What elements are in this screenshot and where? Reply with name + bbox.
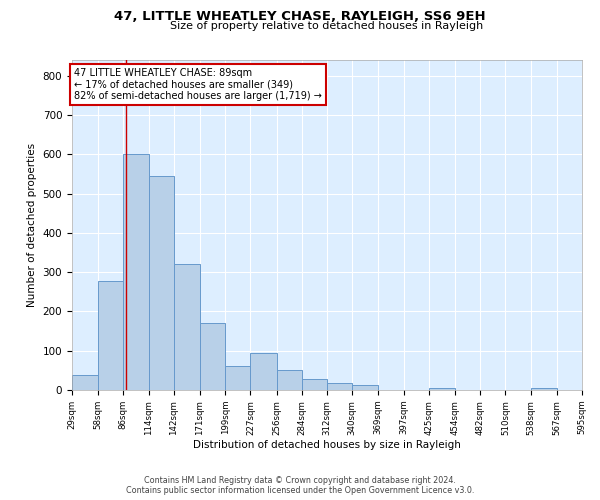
Bar bbox=[124, 154, 149, 390]
Text: Contains HM Land Registry data © Crown copyright and database right 2024.
Contai: Contains HM Land Registry data © Crown c… bbox=[126, 476, 474, 495]
Text: 47, LITTLE WHEATLEY CHASE, RAYLEIGH, SS6 9EH: 47, LITTLE WHEATLEY CHASE, RAYLEIGH, SS6… bbox=[114, 10, 486, 23]
Bar bbox=[530, 388, 557, 390]
Bar bbox=[277, 370, 302, 390]
Bar bbox=[429, 388, 455, 390]
Bar bbox=[72, 375, 98, 390]
Bar bbox=[352, 384, 379, 390]
Bar bbox=[149, 176, 174, 390]
Bar bbox=[225, 366, 250, 390]
Bar bbox=[200, 323, 225, 390]
Bar bbox=[98, 281, 124, 390]
X-axis label: Distribution of detached houses by size in Rayleigh: Distribution of detached houses by size … bbox=[193, 440, 461, 450]
Y-axis label: Number of detached properties: Number of detached properties bbox=[27, 143, 37, 307]
Bar bbox=[250, 352, 277, 390]
Text: 47 LITTLE WHEATLEY CHASE: 89sqm
← 17% of detached houses are smaller (349)
82% o: 47 LITTLE WHEATLEY CHASE: 89sqm ← 17% of… bbox=[74, 68, 322, 101]
Bar bbox=[327, 383, 352, 390]
Bar bbox=[174, 264, 200, 390]
Title: Size of property relative to detached houses in Rayleigh: Size of property relative to detached ho… bbox=[170, 22, 484, 32]
Bar bbox=[302, 379, 327, 390]
